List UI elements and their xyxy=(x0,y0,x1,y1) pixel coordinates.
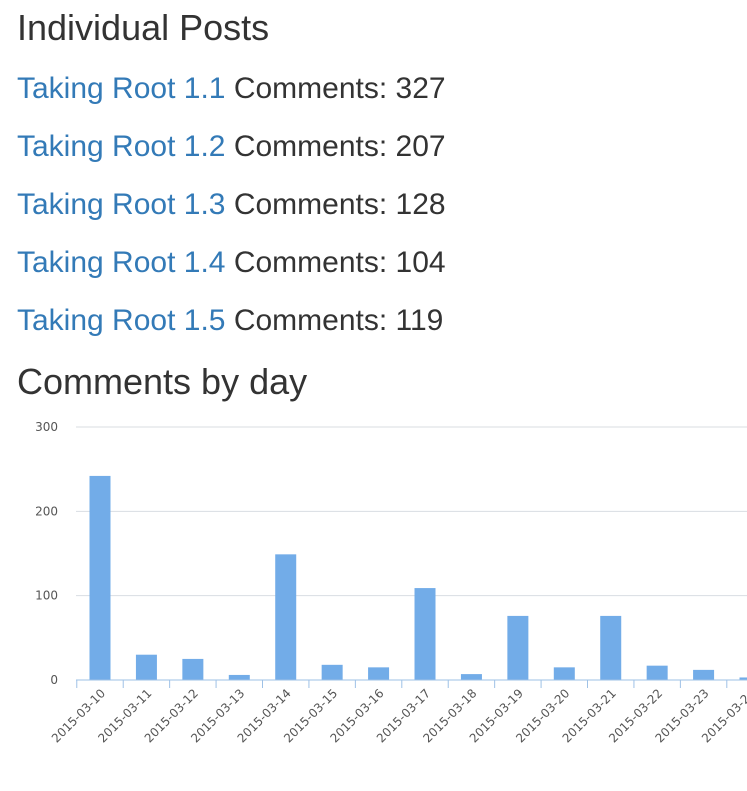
bar-2015-03-23[interactable] xyxy=(693,669,715,680)
bar-2015-03-12[interactable] xyxy=(182,658,204,680)
bar-2015-03-21[interactable] xyxy=(600,615,622,680)
bar-2015-03-16[interactable] xyxy=(368,667,390,680)
bar-2015-03-17[interactable] xyxy=(414,588,436,680)
chart-x-axis xyxy=(76,679,747,688)
chart-x-tick-labels: 2015-03-102015-03-112015-03-122015-03-13… xyxy=(49,686,747,745)
post-comments-label-1: Comments: xyxy=(233,72,388,105)
bar-2015-03-10[interactable] xyxy=(89,475,111,680)
post-comments-label-5: Comments: xyxy=(233,304,388,337)
post-comments-count-4: 104 xyxy=(395,246,446,279)
post-item-4: Taking Root 1.4 Comments: 104 xyxy=(17,248,446,278)
comments-by-day-heading: Comments by day xyxy=(17,361,308,402)
post-comments-label-3: Comments: xyxy=(233,188,388,221)
post-comments-count-5: 119 xyxy=(395,304,444,337)
post-comments-count-3: 128 xyxy=(395,188,446,221)
chart-gridlines xyxy=(76,426,747,597)
y-tick-label: 200 xyxy=(35,504,58,518)
post-item-1: Taking Root 1.1 Comments: 327 xyxy=(17,74,446,104)
post-item-3: Taking Root 1.3 Comments: 128 xyxy=(17,190,446,220)
bar-2015-03-13[interactable] xyxy=(228,674,250,680)
bar-2015-03-11[interactable] xyxy=(135,654,157,680)
post-comments-count-1: 327 xyxy=(395,72,446,105)
bar-2015-03-15[interactable] xyxy=(321,664,343,680)
post-link-3[interactable]: Taking Root 1.3 xyxy=(17,188,226,221)
post-link-4[interactable]: Taking Root 1.4 xyxy=(17,246,226,279)
individual-posts-heading: Individual Posts xyxy=(17,7,270,48)
post-item-5: Taking Root 1.5 Comments: 119 xyxy=(17,306,443,336)
bar-2015-03-24[interactable] xyxy=(739,677,747,680)
chart-y-tick-labels: 0 100 200 300 xyxy=(35,420,58,687)
bar-2015-03-14[interactable] xyxy=(275,554,297,680)
bar-2015-03-19[interactable] xyxy=(507,615,529,680)
bar-2015-03-20[interactable] xyxy=(553,667,575,680)
bar-2015-03-18[interactable] xyxy=(460,674,482,680)
post-comments-label-4: Comments: xyxy=(233,246,388,279)
post-comments-count-2: 207 xyxy=(395,130,446,163)
y-tick-label: 300 xyxy=(35,420,58,434)
bar-2015-03-22[interactable] xyxy=(646,665,668,680)
y-tick-label: 100 xyxy=(35,589,58,603)
post-link-1[interactable]: Taking Root 1.1 xyxy=(17,72,226,105)
post-item-2: Taking Root 1.2 Comments: 207 xyxy=(17,132,446,162)
post-comments-label-2: Comments: xyxy=(233,130,388,163)
post-link-5[interactable]: Taking Root 1.5 xyxy=(17,304,226,337)
comments-by-day-chart: 0 100 200 300 2015-03-102015-03-112015-03-1… xyxy=(35,420,747,745)
post-link-2[interactable]: Taking Root 1.2 xyxy=(17,130,226,163)
y-tick-label: 0 xyxy=(50,673,58,687)
chart-bars xyxy=(89,475,747,680)
